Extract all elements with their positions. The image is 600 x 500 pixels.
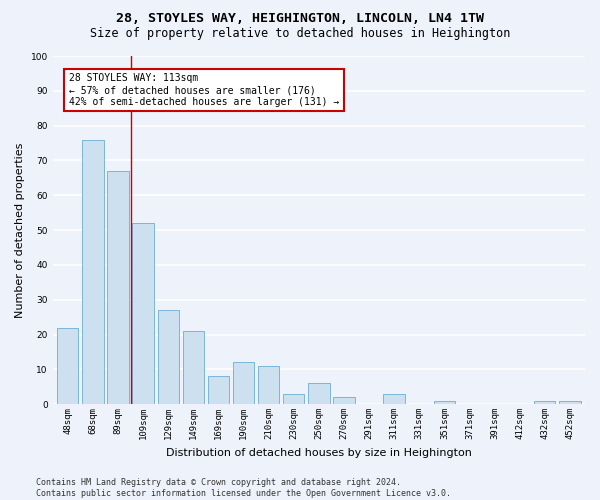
Bar (57, 328, 79, 404)
Text: Contains HM Land Registry data © Crown copyright and database right 2024.
Contai: Contains HM Land Registry data © Crown c… (36, 478, 451, 498)
Text: 28, STOYLES WAY, HEIGHINGTON, LINCOLN, LN4 1TW: 28, STOYLES WAY, HEIGHINGTON, LINCOLN, L… (116, 12, 484, 26)
Bar (208, 376, 229, 404)
Text: Size of property relative to detached houses in Heighington: Size of property relative to detached ho… (90, 28, 510, 40)
Bar (233, 362, 254, 404)
Bar (434, 400, 455, 404)
Bar (258, 366, 279, 404)
Bar (82, 140, 104, 404)
Bar (182, 331, 204, 404)
Bar (158, 310, 179, 404)
Bar (283, 394, 304, 404)
Text: 28 STOYLES WAY: 113sqm
← 57% of detached houses are smaller (176)
42% of semi-de: 28 STOYLES WAY: 113sqm ← 57% of detached… (69, 74, 339, 106)
Bar (107, 171, 128, 404)
Bar (383, 394, 405, 404)
Bar (308, 384, 329, 404)
Bar (133, 223, 154, 404)
X-axis label: Distribution of detached houses by size in Heighington: Distribution of detached houses by size … (166, 448, 472, 458)
Bar (333, 397, 355, 404)
Bar (534, 400, 556, 404)
Bar (559, 400, 581, 404)
Y-axis label: Number of detached properties: Number of detached properties (15, 142, 25, 318)
